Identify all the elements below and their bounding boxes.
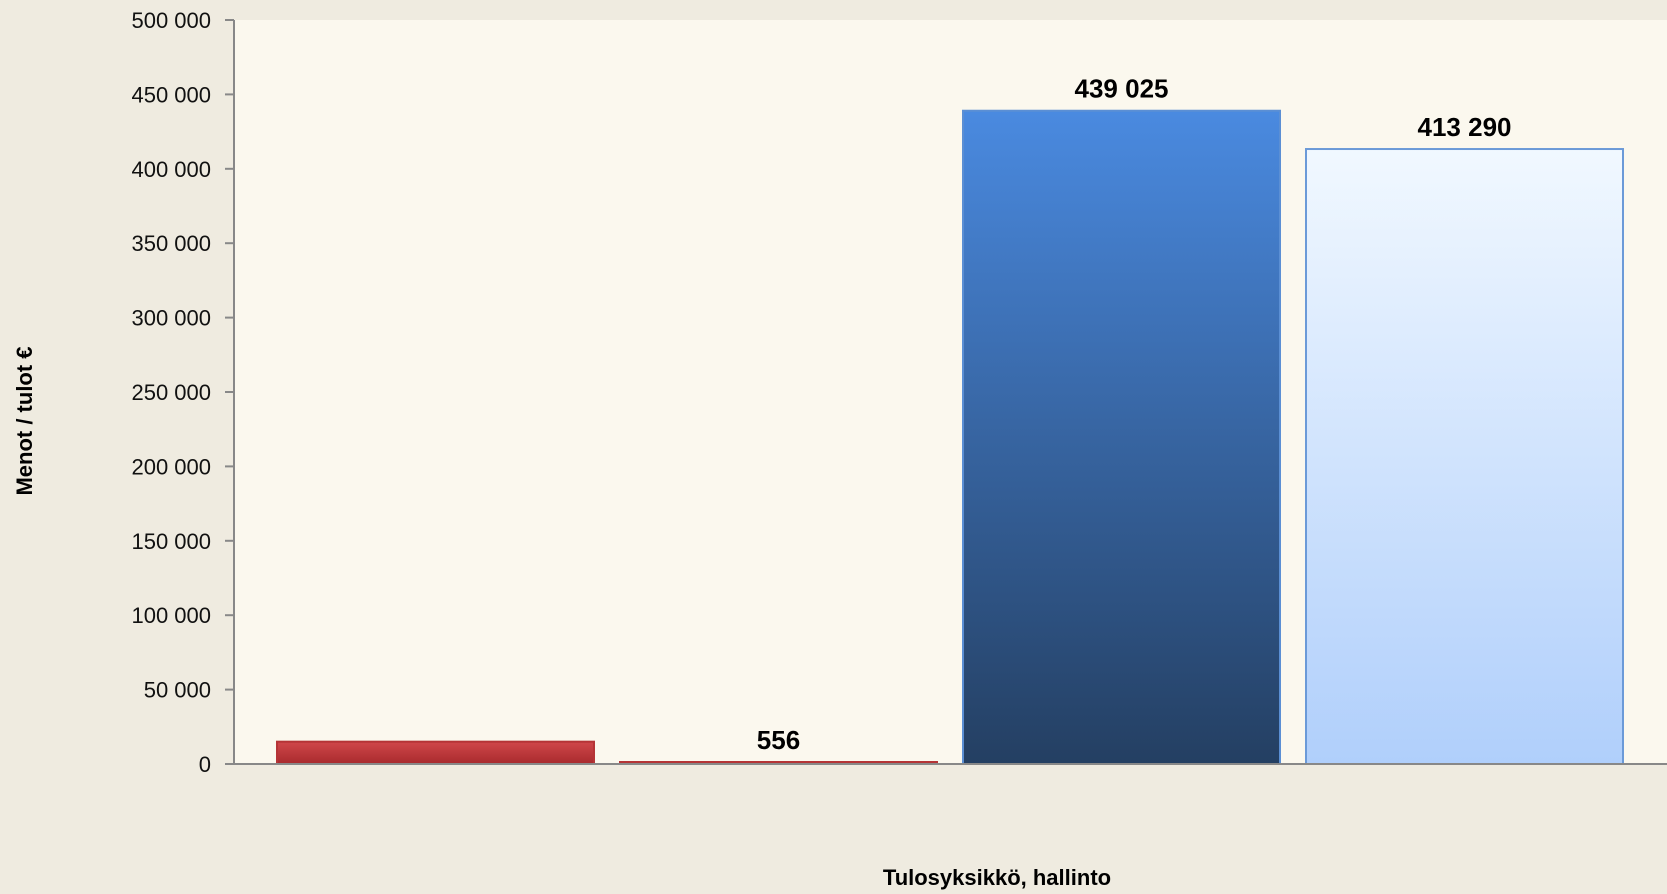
y-tick-label: 150 000	[131, 529, 211, 554]
y-tick-label: 450 000	[131, 82, 211, 107]
y-tick-label: 300 000	[131, 306, 211, 331]
y-tick-label: 350 000	[131, 231, 211, 256]
data-label-2: 556	[757, 725, 800, 755]
bar-4	[1305, 148, 1624, 765]
y-axis-title: Menot / tulot €	[12, 346, 37, 495]
y-tick-label: 0	[199, 752, 211, 777]
y-tick-label: 100 000	[131, 603, 211, 628]
y-tick-label: 200 000	[131, 454, 211, 479]
y-tick-label: 400 000	[131, 157, 211, 182]
bar-3	[962, 109, 1281, 766]
y-tick-label: 500 000	[131, 8, 211, 33]
bar-1	[276, 740, 595, 765]
x-axis-title: Tulosyksikkö, hallinto	[883, 865, 1111, 890]
data-label-4: 413 290	[1418, 112, 1512, 142]
y-tick-label: 250 000	[131, 380, 211, 405]
data-label-3: 439 025	[1075, 74, 1169, 104]
y-tick-label: 50 000	[144, 678, 211, 703]
